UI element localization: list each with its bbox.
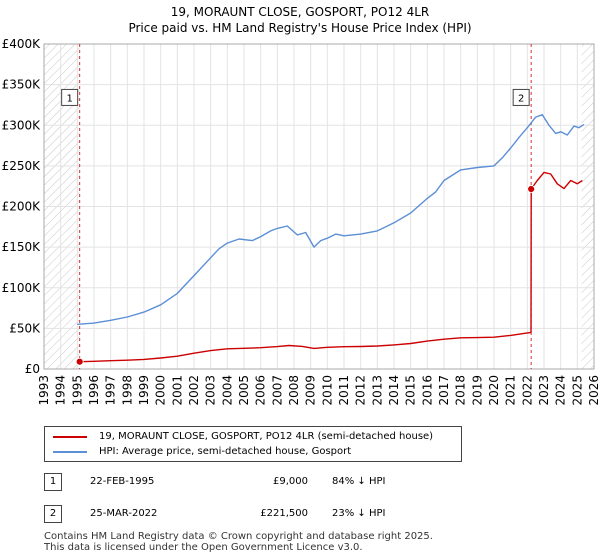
sale-label-box <box>61 88 79 106</box>
x-tick-label: 2007 <box>270 375 284 406</box>
x-tick-label: 2022 <box>520 375 534 406</box>
footer-copyright: Contains HM Land Registry data © Crown c… <box>44 531 433 542</box>
footer-licence: This data is licensed under the Open Gov… <box>44 542 363 553</box>
sale-number-badge: 1 <box>44 473 62 491</box>
y-tick-label: £400K <box>2 37 42 51</box>
x-tick-label: 1999 <box>137 375 151 406</box>
x-tick-label: 2026 <box>587 375 600 406</box>
x-tick-label: 2008 <box>287 375 301 406</box>
legend-swatch-property <box>53 436 87 438</box>
x-tick-label: 2001 <box>170 375 184 406</box>
sale-hpi-diff: 23% ↓ HPI <box>332 508 386 519</box>
property-price-line <box>79 171 583 363</box>
x-tick-label: 2002 <box>187 375 201 406</box>
price-chart: £0 £50K £100K £150K £200K £250K £300K £350K £400… <box>2 37 600 406</box>
sale-point-marker <box>75 357 84 366</box>
sale-label-number: 2 <box>518 93 524 104</box>
x-tick-label: 2015 <box>404 375 418 406</box>
sale-price: £9,000 <box>273 476 308 487</box>
y-tick-label: £150K <box>2 240 42 254</box>
x-tick-label: 2004 <box>220 375 234 406</box>
sale-number-badge: 2 <box>44 505 62 523</box>
footer: Contains HM Land Registry data © Crown c… <box>44 531 433 553</box>
x-tick-label: 2024 <box>554 375 568 406</box>
x-tick-label: 2018 <box>454 375 468 406</box>
chart-title-line1: 19, MORAUNT CLOSE, GOSPORT, PO12 4LR <box>170 5 430 19</box>
x-tick-label: 2013 <box>370 375 384 406</box>
y-tick-label: £100K <box>2 281 42 295</box>
x-tick-label: 2016 <box>420 375 434 406</box>
x-tick-label: 1998 <box>120 375 134 406</box>
x-tick-label: 2000 <box>154 375 168 406</box>
x-tick-label: 2014 <box>387 375 401 406</box>
x-tick-label: 2017 <box>437 375 451 406</box>
x-tick-label: 2020 <box>487 375 501 406</box>
legend: 19, MORAUNT CLOSE, GOSPORT, PO12 4LR (se… <box>44 426 462 462</box>
x-tick-label: 1994 <box>54 375 68 406</box>
x-tick-label: 1993 <box>37 375 51 406</box>
chart-title-line2: Price paid vs. HM Land Registry's House … <box>128 21 472 35</box>
x-tick-label: 2023 <box>537 375 551 406</box>
sale-date: 25-MAR-2022 <box>90 508 158 519</box>
legend-label-hpi: HPI: Average price, semi-detached house,… <box>99 446 352 457</box>
x-tick-label: 2021 <box>504 375 518 406</box>
x-tick-label: 2011 <box>337 375 351 406</box>
x-tick-label: 1996 <box>87 375 101 406</box>
y-tick-label: £250K <box>2 159 42 173</box>
x-tick-label: 2003 <box>204 375 218 406</box>
y-tick-label: £300K <box>2 118 42 132</box>
x-tick-label: 1995 <box>70 375 84 406</box>
sale-label-number: 1 <box>66 93 72 104</box>
x-tick-label: 2010 <box>320 375 334 406</box>
sale-label-box <box>512 88 530 106</box>
x-tick-label: 1997 <box>104 375 118 406</box>
x-tick-label: 2012 <box>354 375 368 406</box>
hpi-line <box>77 113 585 325</box>
sale-price: £221,500 <box>260 508 308 519</box>
y-tick-label: £350K <box>2 78 42 92</box>
sale-hpi-diff: 84% ↓ HPI <box>332 476 386 487</box>
sale-date: 22-FEB-1995 <box>90 476 155 487</box>
legend-swatch-hpi <box>53 451 87 453</box>
chart-title: 19, MORAUNT CLOSE, GOSPORT, PO12 4LR Pri… <box>0 4 600 36</box>
x-tick-label: 2025 <box>570 375 584 406</box>
y-tick-label: £200K <box>2 200 42 214</box>
x-tick-label: 2019 <box>470 375 484 406</box>
y-tick-label: £0 <box>25 362 40 376</box>
x-tick-label: 2006 <box>254 375 268 406</box>
plot-frame <box>43 43 595 370</box>
sale-point-marker <box>527 185 536 193</box>
x-tick-label: 2009 <box>304 375 318 406</box>
y-tick-label: £50K <box>9 321 41 335</box>
legend-label-property: 19, MORAUNT CLOSE, GOSPORT, PO12 4LR (se… <box>99 431 434 442</box>
x-tick-label: 2005 <box>237 375 251 406</box>
